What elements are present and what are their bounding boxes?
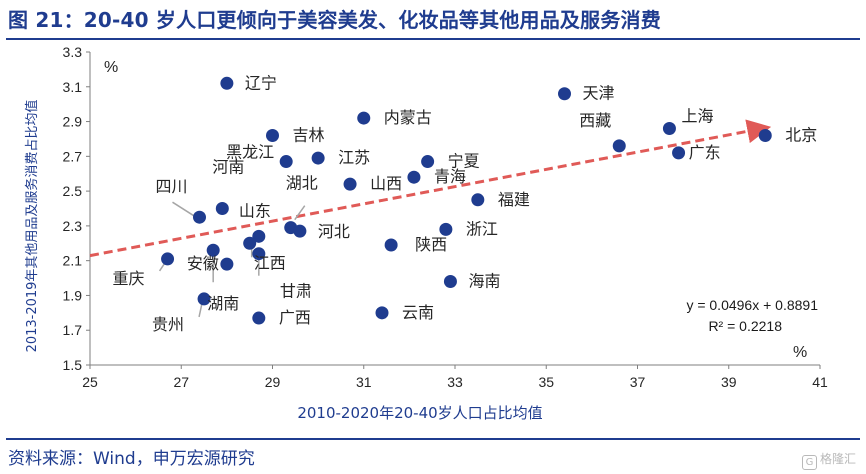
point-label: 河北 — [318, 222, 350, 241]
point-label: 贵州 — [152, 315, 184, 334]
data-point — [558, 87, 571, 101]
data-point — [266, 128, 279, 142]
point-label: 上海 — [681, 107, 713, 126]
data-point — [407, 170, 421, 184]
watermark-text: 格隆汇 — [819, 452, 856, 466]
point-label: 吉林 — [293, 125, 325, 144]
data-point — [252, 247, 266, 261]
point-label: 湖北 — [286, 174, 318, 193]
y-tick-label: 2.3 — [63, 218, 83, 234]
data-point — [439, 222, 453, 236]
x-axis-title: 2010-2020年20-40岁人口占比均值 — [297, 404, 542, 422]
r-squared: R² = 0.2218 — [708, 318, 782, 334]
point-label: 云南 — [402, 303, 434, 322]
point-label: 海南 — [468, 272, 500, 291]
y-unit-label: % — [104, 59, 118, 76]
x-tick-label: 29 — [265, 374, 281, 390]
data-point — [471, 193, 485, 207]
point-label: 广东 — [689, 143, 721, 162]
point-label: 山东 — [239, 201, 271, 220]
x-tick-label: 31 — [356, 374, 372, 390]
leader-line — [294, 205, 306, 221]
trend-line — [89, 119, 772, 258]
y-tick-label: 2.1 — [63, 253, 83, 269]
point-label: 陕西 — [415, 235, 447, 254]
point-label: 宁夏 — [448, 152, 480, 171]
title-divider — [6, 38, 860, 40]
data-point — [443, 275, 457, 289]
y-axis-title: 2013-2019年其他用品及服务消费占比均值 — [24, 100, 40, 353]
data-point — [220, 76, 234, 90]
data-point — [421, 155, 435, 169]
leader-line — [198, 302, 203, 318]
data-point — [758, 128, 772, 142]
x-tick-label: 25 — [82, 374, 98, 390]
point-label: 浙江 — [466, 219, 498, 238]
data-point — [220, 257, 234, 271]
data-point — [612, 139, 626, 153]
point-label: 山西 — [370, 174, 402, 193]
point-label: 广西 — [279, 308, 311, 327]
x-tick-label: 37 — [630, 374, 646, 390]
x-tick-label: 27 — [173, 374, 189, 390]
point-label: 青海 — [434, 167, 466, 186]
point-label: 江苏 — [338, 148, 370, 167]
data-point — [206, 243, 220, 257]
point-label: 黑龙江 — [226, 143, 274, 162]
data-point — [243, 236, 257, 250]
data-point — [311, 151, 325, 165]
watermark: G 格隆汇 — [801, 450, 856, 470]
data-point — [252, 311, 266, 325]
y-tick-label: 1.5 — [63, 357, 83, 373]
chart-title: 图 21：20-40 岁人口更倾向于美容美发、化妆品等其他用品及服务消费 — [8, 8, 661, 32]
point-label: 辽宁 — [245, 73, 277, 92]
point-label: 福建 — [498, 190, 530, 209]
point-label: 甘肃 — [280, 282, 312, 301]
point-label: 北京 — [785, 125, 817, 144]
data-point — [252, 229, 266, 243]
y-tick-label: 1.9 — [63, 287, 83, 303]
data-point — [215, 202, 229, 215]
x-tick-label: 41 — [812, 374, 828, 390]
data-point — [357, 111, 371, 125]
g-logo-icon: G — [801, 455, 817, 470]
x-unit-label: % — [793, 344, 807, 361]
y-tick-label: 2.7 — [63, 148, 83, 164]
y-tick-label: 2.9 — [63, 114, 83, 130]
point-label: 河南 — [212, 158, 244, 177]
point-label: 四川 — [155, 177, 187, 196]
footer-divider — [6, 438, 860, 440]
point-label: 内蒙古 — [384, 108, 432, 127]
source-note: 资料来源：Wind，申万宏源研究 — [8, 449, 255, 469]
point-label: 安徽 — [187, 254, 219, 273]
data-point — [279, 155, 293, 169]
x-tick-label: 39 — [721, 374, 737, 390]
point-label: 湖南 — [207, 294, 239, 313]
data-point — [197, 292, 211, 306]
data-point — [193, 210, 206, 224]
point-label: 江西 — [254, 253, 286, 272]
data-point — [672, 146, 686, 160]
data-point — [161, 252, 175, 266]
x-tick-label: 35 — [538, 374, 554, 390]
data-point — [343, 177, 357, 191]
point-label: 天津 — [583, 84, 615, 103]
data-point — [293, 224, 307, 238]
leader-line — [172, 201, 195, 217]
x-tick-label: 33 — [447, 374, 463, 390]
y-tick-label: 2.5 — [63, 183, 83, 199]
regression-equation: y = 0.0496x + 0.8891 — [686, 297, 818, 313]
point-label: 西藏 — [579, 111, 611, 130]
point-label: 重庆 — [113, 269, 145, 288]
data-point — [662, 122, 676, 136]
data-point — [375, 306, 389, 320]
y-tick-label: 3.3 — [63, 44, 83, 60]
y-tick-label: 1.7 — [63, 322, 83, 338]
data-point — [384, 238, 398, 252]
y-tick-label: 3.1 — [63, 79, 83, 95]
